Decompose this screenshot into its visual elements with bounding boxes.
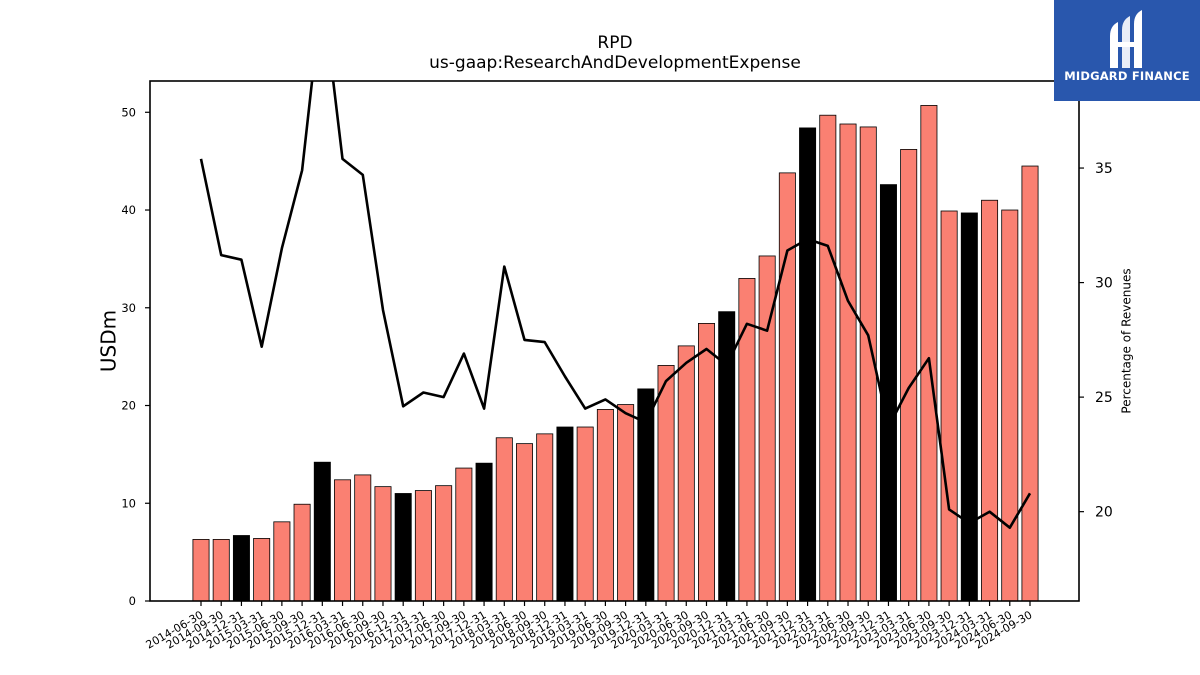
bar — [475, 462, 493, 602]
chart-title: RPD — [597, 33, 632, 53]
bar — [374, 486, 392, 602]
right-y-axis-label: Percentage of Revenues — [1120, 268, 1134, 413]
bar — [293, 503, 311, 602]
y2-tick-label: 25 — [1095, 390, 1113, 406]
bar — [960, 212, 978, 602]
line-layer — [199, 81, 1032, 530]
bar — [1021, 165, 1039, 602]
bar — [435, 485, 453, 602]
left-y-axis-label: USDm — [97, 310, 121, 372]
bar — [455, 467, 473, 602]
bar — [879, 184, 897, 602]
bar — [212, 539, 230, 602]
bar — [516, 443, 533, 602]
bar — [981, 199, 999, 602]
y-tick-label: 30 — [121, 301, 136, 315]
percentage-line — [199, 81, 1032, 530]
left-y-axis: 0 10 20 30 40 50 — [121, 105, 150, 608]
bar — [657, 365, 675, 602]
y-tick-label: 20 — [121, 399, 136, 413]
brand-logo: MIDGARD FINANCE — [1054, 0, 1200, 101]
y-tick-label: 40 — [121, 203, 136, 217]
bar — [1001, 209, 1019, 602]
bar — [354, 474, 372, 602]
plot-frame — [149, 80, 1080, 602]
bar — [677, 345, 695, 602]
midgard-logo-icon — [1110, 10, 1142, 68]
y-tick-label: 10 — [121, 496, 136, 510]
bar — [778, 172, 796, 602]
bar — [556, 426, 574, 602]
bar — [799, 127, 817, 602]
y-tick-label: 0 — [129, 594, 136, 608]
x-axis: 2014-06-302014-09-302014-12-312015-03-31… — [144, 601, 1035, 652]
bar — [617, 404, 635, 602]
bar — [232, 535, 250, 602]
y2-tick-label: 35 — [1095, 161, 1113, 177]
bar — [596, 409, 614, 602]
y2-tick-label: 30 — [1095, 276, 1113, 292]
bar — [334, 479, 352, 602]
y-tick-label: 50 — [121, 105, 136, 119]
chart-subtitle: us-gaap:ResearchAndDevelopmentExpense — [429, 53, 801, 73]
bar — [192, 539, 210, 602]
right-y-axis: 20 25 30 35 — [1079, 161, 1113, 521]
bar — [576, 426, 594, 602]
bar — [495, 437, 513, 602]
y2-tick-label: 20 — [1095, 505, 1113, 521]
bar — [313, 461, 331, 602]
bar — [698, 323, 715, 602]
brand-name: MIDGARD FINANCE — [1064, 69, 1190, 83]
bar — [414, 490, 432, 602]
bar — [940, 210, 958, 602]
bar — [273, 521, 291, 602]
bar — [819, 114, 837, 602]
bar — [253, 538, 271, 602]
bar — [900, 149, 918, 602]
bars-layer — [192, 105, 1039, 602]
bar — [920, 105, 938, 602]
bar — [536, 433, 554, 602]
bar — [839, 123, 857, 602]
bar — [394, 493, 412, 602]
